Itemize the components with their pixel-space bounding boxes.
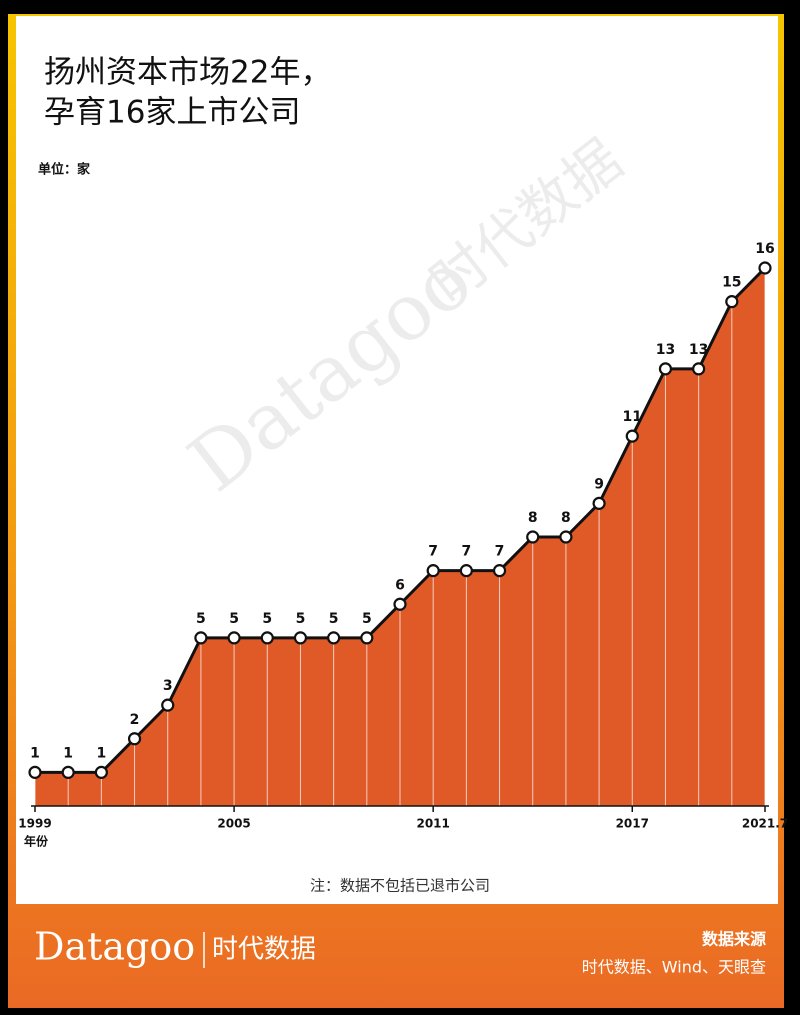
point — [227, 631, 241, 645]
value-label: 5 — [262, 611, 272, 627]
value-label: 3 — [163, 678, 173, 694]
x-axis-label: 年份 — [24, 834, 49, 849]
point — [426, 564, 440, 578]
value-label: 5 — [362, 611, 372, 627]
value-label: 13 — [656, 342, 675, 358]
value-label: 2 — [130, 712, 140, 728]
note: 注：数据不包括已退市公司 — [310, 877, 490, 895]
chart-title: 孕育16家上市公司 — [44, 95, 300, 131]
point — [658, 362, 673, 376]
x-tick-label: 2005 — [217, 817, 250, 831]
point — [625, 429, 639, 443]
value-label: 11 — [623, 409, 642, 425]
value-label: 7 — [428, 544, 438, 560]
value-label: 7 — [495, 544, 505, 560]
value-label: 5 — [329, 611, 339, 627]
brand: Datagoo — [34, 925, 195, 969]
point — [592, 496, 606, 510]
point — [526, 530, 540, 544]
value-label: 1 — [96, 745, 106, 761]
value-label: 15 — [722, 275, 741, 291]
value-label: 1 — [63, 745, 73, 761]
point — [161, 698, 175, 712]
point — [327, 631, 341, 645]
point — [28, 765, 42, 779]
point — [559, 530, 573, 544]
point — [94, 765, 108, 779]
x-tick-label: 2021.7 — [742, 817, 788, 831]
point — [61, 765, 75, 779]
value-label: 16 — [755, 241, 774, 257]
value-label: 8 — [561, 510, 571, 526]
point — [260, 631, 274, 645]
value-label: 9 — [594, 476, 604, 492]
point — [393, 597, 407, 611]
point — [459, 564, 473, 578]
value-label: 6 — [395, 577, 405, 593]
point — [725, 295, 739, 309]
value-label: 13 — [689, 342, 708, 358]
point — [293, 631, 308, 645]
source-title: 数据来源 — [702, 930, 766, 949]
area — [35, 268, 765, 806]
value-label: 8 — [528, 510, 538, 526]
value-label: 5 — [296, 611, 306, 627]
x-tick-label: 1999 — [18, 817, 51, 831]
x-tick-label: 2017 — [616, 817, 649, 831]
unit-label: 单位：家 — [38, 162, 91, 178]
value-label: 5 — [229, 611, 239, 627]
chart-title: 扬州资本市场22年， — [44, 55, 331, 91]
value-label: 5 — [196, 611, 206, 627]
point — [492, 564, 507, 578]
point — [758, 261, 772, 275]
point — [692, 362, 706, 376]
source: 时代数据、Wind、天眼查 — [582, 958, 766, 977]
point — [360, 631, 374, 645]
x-tick-label: 2011 — [416, 817, 449, 831]
point — [127, 732, 142, 746]
point — [194, 631, 208, 645]
brand-cn: 时代数据 — [212, 935, 316, 965]
value-label: 1 — [30, 745, 40, 761]
value-label: 7 — [461, 544, 471, 560]
